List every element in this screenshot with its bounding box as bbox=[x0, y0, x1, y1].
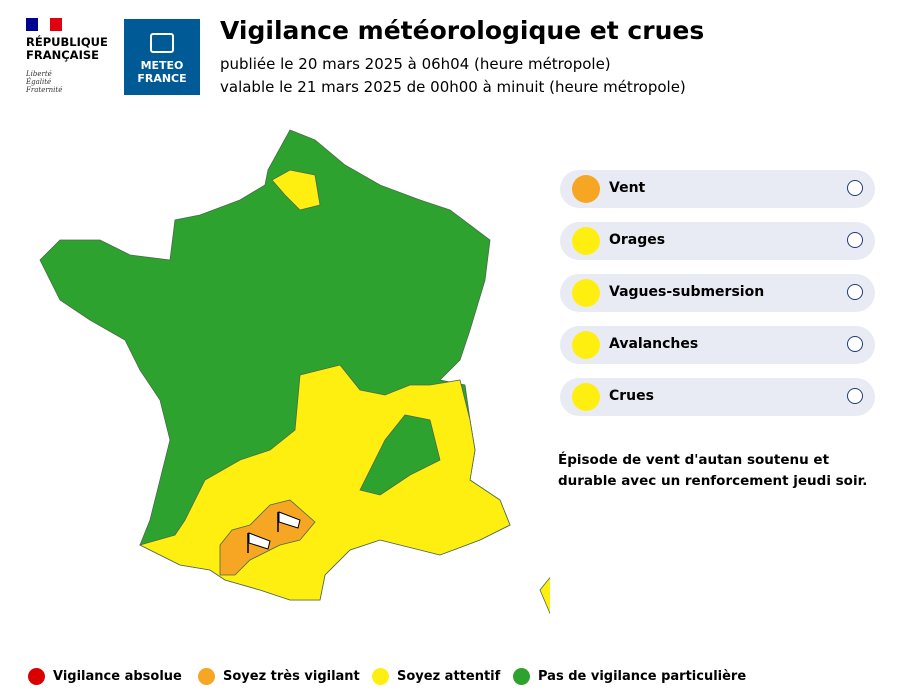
phenomenon-button[interactable]: Crues bbox=[560, 378, 875, 416]
legend-item: Vigilance absolue bbox=[28, 668, 182, 685]
legend-dot bbox=[198, 668, 215, 685]
meteo-france-logo[interactable]: METEO FRANCE bbox=[124, 19, 200, 95]
legend-dot bbox=[513, 668, 530, 685]
phenomenon-button[interactable]: Vagues-submersion bbox=[560, 274, 875, 312]
radio-button[interactable] bbox=[847, 336, 863, 352]
motto-text: Égalité bbox=[26, 78, 52, 86]
motto-text: Liberté bbox=[26, 70, 52, 78]
phenomenon-label: Crues bbox=[609, 388, 654, 404]
green-area bbox=[359, 414, 441, 496]
phenomenon-label: Vent bbox=[609, 180, 646, 196]
radio-button[interactable] bbox=[847, 388, 863, 404]
phenomenon-icon bbox=[572, 331, 600, 359]
legend-label: Vigilance absolue bbox=[53, 669, 182, 684]
phenomenon-icon bbox=[572, 383, 600, 411]
phenomenon-button[interactable]: Orages bbox=[560, 222, 875, 260]
page-title: Vigilance météorologique et crues bbox=[220, 16, 705, 45]
legend-item: Soyez très vigilant bbox=[198, 668, 360, 685]
france-map[interactable] bbox=[0, 100, 550, 650]
radio-button[interactable] bbox=[847, 284, 863, 300]
legend-label: Soyez attentif bbox=[397, 669, 501, 684]
flag bbox=[26, 18, 62, 31]
brand-text: FRANCE bbox=[137, 72, 187, 85]
republic-logo: RÉPUBLIQUE FRANÇAISE bbox=[26, 36, 108, 62]
radio-button[interactable] bbox=[847, 180, 863, 196]
legend-item: Pas de vigilance particulière bbox=[513, 668, 746, 685]
phenomenon-button[interactable]: Vent bbox=[560, 170, 875, 208]
phenomenon-icon bbox=[572, 279, 600, 307]
phenomenon-label: Vagues-submersion bbox=[609, 284, 765, 300]
radio-button[interactable] bbox=[847, 232, 863, 248]
logo-text: FRANÇAISE bbox=[26, 48, 99, 62]
legend-label: Pas de vigilance particulière bbox=[538, 669, 747, 684]
phenomenon-label: Orages bbox=[609, 232, 666, 248]
legend-item: Soyez attentif bbox=[372, 668, 500, 685]
phenomenon-icon bbox=[572, 227, 600, 255]
legend-label: Soyez très vigilant bbox=[223, 669, 360, 684]
corsica bbox=[539, 577, 550, 615]
wind-icons bbox=[247, 511, 301, 553]
comment: Épisode de vent d'autan soutenu et durab… bbox=[558, 452, 868, 489]
motto: Liberté Égalité Fraternité bbox=[26, 70, 62, 94]
legend-dot bbox=[28, 668, 45, 685]
legend-dot bbox=[372, 668, 389, 685]
published-date: publiée le 20 mars 2025 à 06h04 (heure m… bbox=[220, 55, 611, 73]
brand-text: METEO bbox=[140, 59, 184, 72]
phenomenon-label: Avalanches bbox=[609, 336, 699, 352]
yellow-area bbox=[271, 169, 321, 211]
logo-text: RÉPUBLIQUE bbox=[26, 35, 108, 49]
motto-text: Fraternité bbox=[26, 86, 63, 94]
valid-date: valable le 21 mars 2025 de 00h00 à minui… bbox=[220, 78, 686, 96]
phenomenon-icon bbox=[572, 175, 600, 203]
phenomenon-button[interactable]: Avalanches bbox=[560, 326, 875, 364]
